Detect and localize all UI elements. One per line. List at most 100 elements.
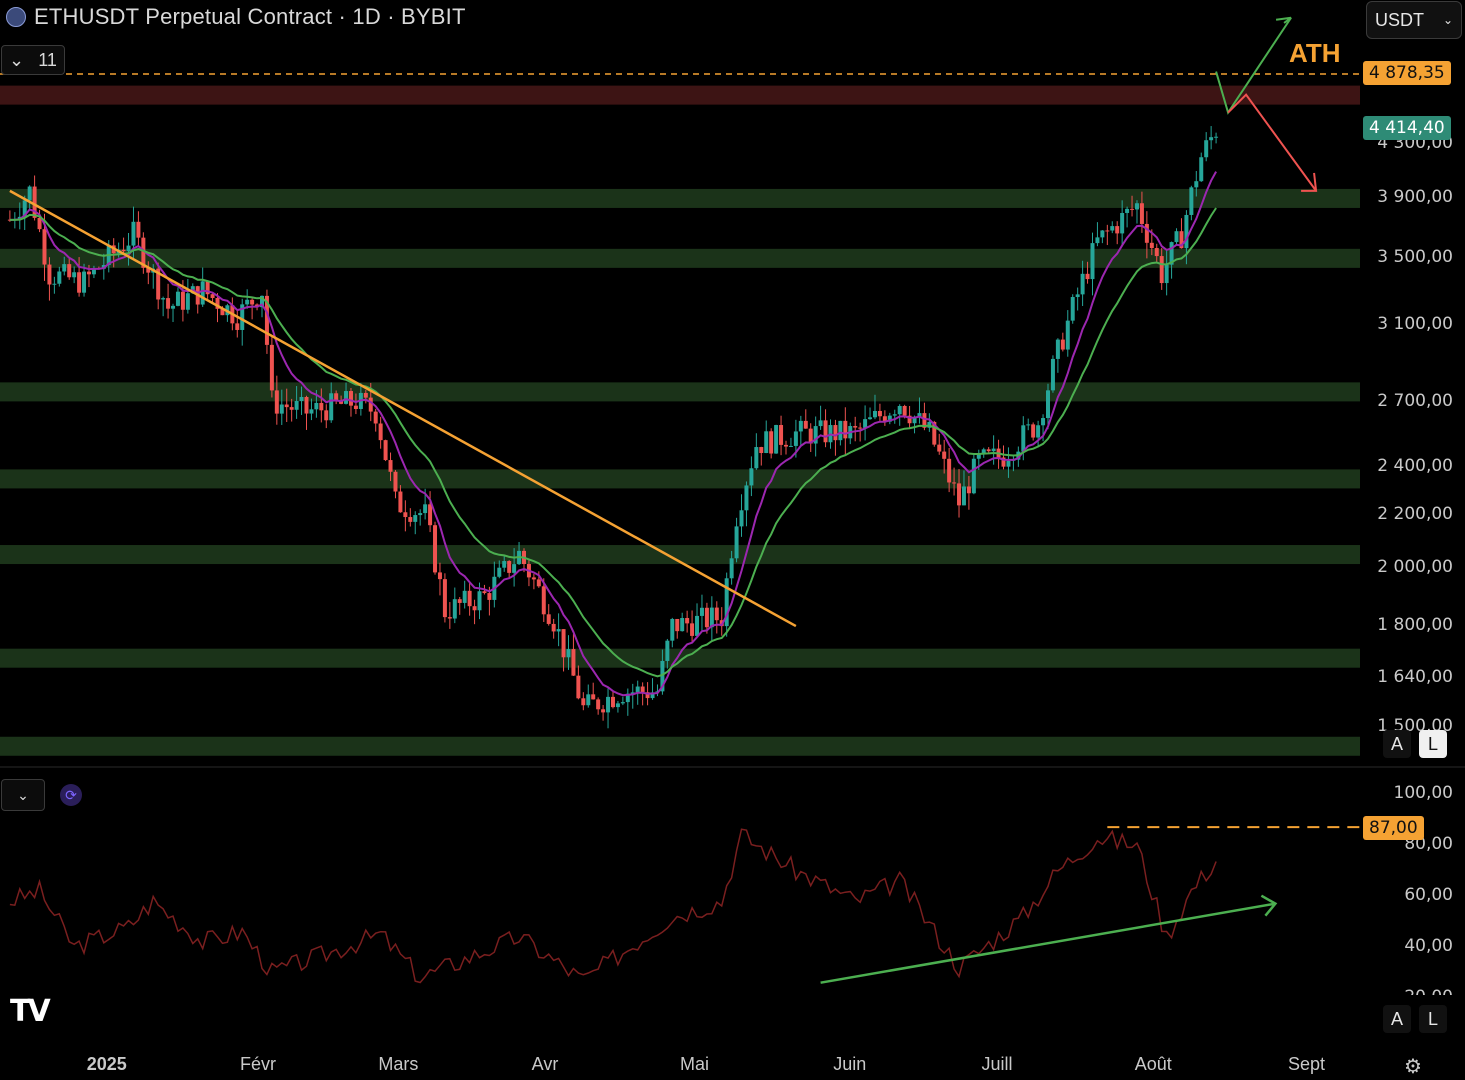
candle-body (823, 420, 828, 443)
sync-icon[interactable]: ⟳ (60, 784, 82, 806)
candle-body (714, 607, 719, 621)
time-axis-label: Juill (981, 1054, 1013, 1074)
settings-icon[interactable]: ⚙ (1404, 1056, 1422, 1078)
candle-body (378, 423, 383, 441)
log-scale-button[interactable]: L (1419, 730, 1447, 758)
rsi-axis-label: 100,00 (1393, 783, 1453, 803)
time-axis-label: Mars (378, 1054, 419, 1074)
candle-body (957, 483, 962, 506)
candle-body (606, 696, 611, 713)
auto-scale-button[interactable]: A (1383, 730, 1411, 758)
indicator-collapse-button[interactable]: ⌄ 11 (1, 45, 65, 75)
candle-body (774, 425, 779, 454)
candle-body (428, 504, 433, 526)
candle-body (77, 272, 82, 293)
candle-body (764, 431, 769, 454)
time-axis-label: 2025 (86, 1054, 127, 1074)
candle-body (897, 405, 902, 415)
candle-body (986, 449, 991, 452)
candle-body (1214, 136, 1219, 138)
candle-body (403, 512, 408, 518)
chevron-down-icon: ⌄ (1442, 13, 1453, 27)
candle-body (52, 283, 57, 285)
candle-body (27, 186, 32, 201)
candle-body (121, 249, 126, 252)
candle-body (472, 606, 477, 611)
rsi-level-tag: 87,00 (1363, 816, 1424, 840)
candle-body (724, 578, 729, 627)
candle-body (1036, 425, 1041, 438)
candle-body (1125, 208, 1130, 213)
rsi-pane (9, 826, 1360, 984)
candle-body (610, 696, 615, 708)
candle-body (695, 615, 700, 636)
candle-body (966, 486, 971, 494)
candle-body (1026, 424, 1031, 426)
candle-body (235, 323, 240, 330)
candle-body (329, 393, 334, 421)
candle-body (393, 471, 398, 492)
support-zone (0, 545, 1360, 565)
candle-body (952, 482, 957, 484)
candle-body (922, 413, 927, 428)
rsi-log-scale-button[interactable]: L (1419, 1005, 1447, 1033)
candle-body (675, 618, 680, 632)
ema-fast-line (9, 171, 1217, 697)
indicator-count: 11 (38, 49, 57, 70)
time-axis-label: Févr (240, 1054, 276, 1074)
support-zone (0, 648, 1360, 668)
currency-select[interactable]: USDT ⌄ (1366, 1, 1462, 39)
candle-body (808, 428, 813, 444)
candle-body (546, 614, 551, 624)
candle-body (388, 460, 393, 472)
candle-body (1105, 230, 1110, 232)
candle-body (813, 426, 818, 444)
candle-body (877, 411, 882, 417)
time-axis-label: Sept (1288, 1054, 1326, 1074)
candle-body (739, 510, 744, 527)
candle-body (571, 649, 576, 676)
price-zones (0, 85, 1465, 768)
candle-body (348, 391, 353, 406)
candle-body (665, 640, 670, 661)
candle-body (660, 660, 665, 692)
candle-body (324, 410, 329, 421)
candle-body (47, 264, 52, 285)
candle-body (418, 513, 423, 516)
candle-body (1095, 237, 1100, 244)
candle-body (798, 420, 803, 432)
candle-body (289, 407, 294, 410)
candle-body (576, 675, 581, 699)
candle-body (131, 221, 136, 246)
candle-body (1204, 140, 1209, 158)
candle-body (779, 425, 784, 445)
candle-body (279, 404, 284, 414)
candle-body (699, 607, 704, 616)
candle-body (91, 268, 96, 275)
candle-body (596, 699, 601, 710)
candle-body (912, 416, 917, 424)
candle-body (512, 564, 517, 573)
candle-body (82, 271, 87, 293)
candle-body (561, 629, 566, 658)
rsi-auto-scale-button[interactable]: A (1383, 1005, 1411, 1033)
tradingview-logo-icon[interactable]: TV (10, 994, 51, 1029)
candle-body (1154, 248, 1159, 257)
candle-body (1080, 273, 1085, 295)
candle-body (477, 591, 482, 611)
candle-body (67, 264, 72, 278)
candle-body (1184, 214, 1189, 249)
price-axis-label: 2 400,00 (1377, 455, 1453, 476)
symbol-title[interactable]: ETHUSDT Perpetual Contract · 1D · BYBIT (34, 4, 466, 29)
candle-body (937, 444, 942, 452)
support-zone (0, 469, 1360, 489)
candle-body (769, 431, 774, 454)
candle-body (551, 623, 556, 632)
rsi-collapse-button[interactable]: ⌄ (1, 779, 45, 811)
candle-body (1169, 242, 1174, 265)
candle-body (902, 405, 907, 416)
overlay-drawings (0, 16, 1360, 628)
candle-body (146, 267, 151, 273)
candle-body (507, 561, 512, 573)
